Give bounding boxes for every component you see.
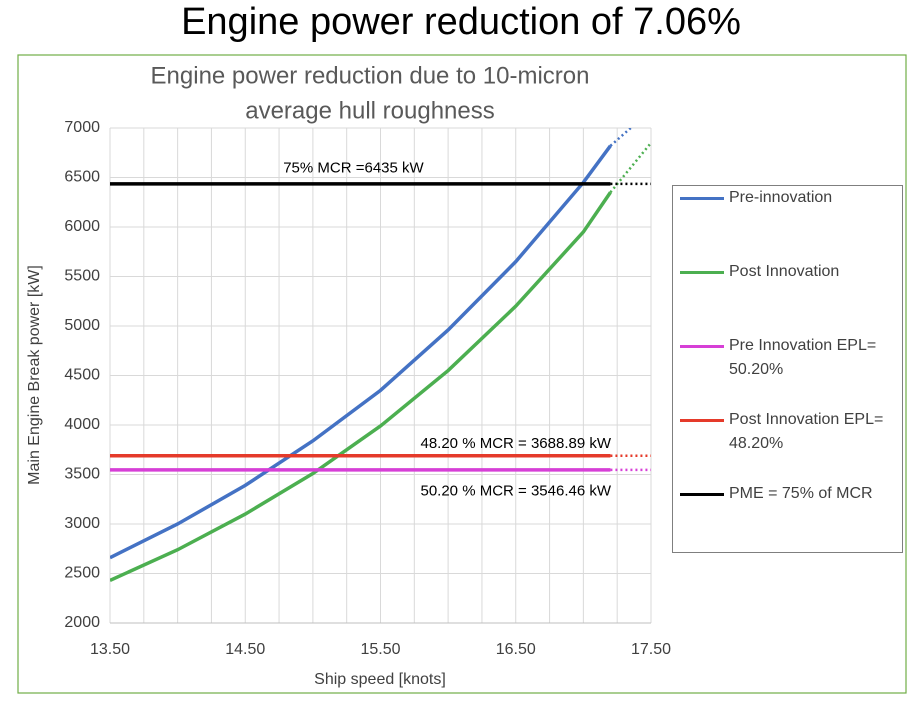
legend-label: Post Innovation EPL= 48.20% (729, 411, 884, 452)
legend-swatch (680, 345, 724, 348)
series-line (110, 144, 612, 560)
x-tick-label: 13.50 (90, 641, 130, 658)
legend: Pre-innovation Post Innovation Pre Innovat… (672, 185, 903, 553)
chart-frame (17, 54, 907, 694)
y-tick-label: 7000 (64, 119, 100, 136)
legend-swatch (680, 271, 724, 274)
legend-swatch (680, 493, 724, 496)
legend-item: Pre-innovation (680, 186, 901, 210)
legend-swatch (680, 197, 724, 200)
legend-label: PME = 75% of MCR (729, 485, 873, 502)
legend-item: PME = 75% of MCR (680, 482, 901, 506)
x-tick-label: 17.50 (631, 641, 671, 658)
chart-title: average hull roughness (245, 97, 495, 124)
annotation: 50.20 % MCR = 3546.46 kW (420, 482, 611, 499)
legend-item: Post Innovation (680, 260, 901, 284)
page-title: Engine power reduction of 7.06% (181, 1, 741, 43)
x-tick-label: 15.50 (360, 641, 400, 658)
y-tick-label: 3000 (64, 515, 100, 532)
y-tick-label: 4000 (64, 416, 100, 433)
legend-label: Post Innovation (729, 263, 840, 280)
x-tick-label: 14.50 (225, 641, 265, 658)
y-axis-title: Main Engine Break power [kW] (26, 265, 43, 485)
legend-label: Pre Innovation EPL= 50.20% (729, 337, 877, 378)
annotation: 75% MCR =6435 kW (283, 160, 424, 177)
series-line (110, 191, 612, 583)
legend-swatch (680, 419, 724, 422)
y-tick-label: 3500 (64, 466, 100, 483)
y-tick-label: 6500 (64, 169, 100, 186)
trend-line (609, 128, 632, 147)
annotation: 48.20 % MCR = 3688.89 kW (420, 435, 611, 452)
x-axis-title: Ship speed [knots] (314, 671, 446, 688)
chart-title: Engine power reduction due to 10-micron (151, 62, 590, 89)
y-tick-label: 5000 (64, 317, 100, 334)
y-tick-label: 2500 (64, 565, 100, 582)
x-tick-label: 16.50 (496, 641, 536, 658)
legend-item: Post Innovation EPL= 48.20% (680, 408, 901, 456)
legend-item: Pre Innovation EPL= 50.20% (680, 334, 901, 382)
y-tick-label: 2000 (64, 614, 100, 631)
plot (110, 128, 651, 583)
y-tick-label: 4500 (64, 367, 100, 384)
legend-label: Pre-innovation (729, 189, 833, 206)
y-tick-label: 5500 (64, 268, 100, 285)
y-tick-label: 6000 (64, 218, 100, 235)
